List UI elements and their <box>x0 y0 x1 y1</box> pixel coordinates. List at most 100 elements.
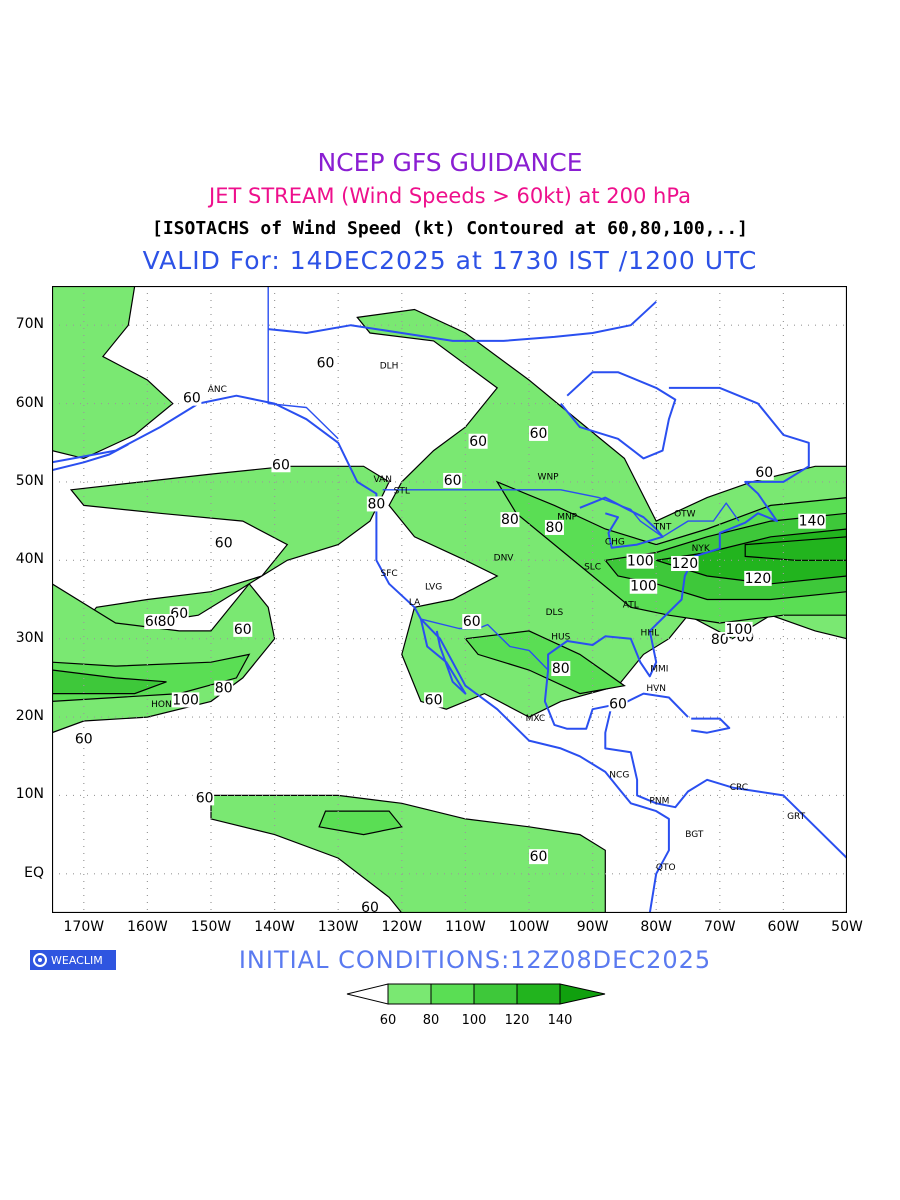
contour-label: 60 <box>215 536 233 552</box>
contour-label-bg <box>195 790 215 806</box>
x-tick-label: 50W <box>831 919 863 935</box>
contour-label: 60 <box>755 465 773 481</box>
legend-label: 140 <box>548 1013 573 1028</box>
jet-region-tropical-80 <box>318 810 403 836</box>
contour-label-bg <box>725 621 753 637</box>
x-tick-label: 120W <box>381 919 423 935</box>
contour-label-bg <box>182 390 202 406</box>
station-label: STL <box>394 487 410 497</box>
contour-label: 100 <box>172 692 199 708</box>
globe-icon <box>33 953 47 967</box>
contour-label: 60 <box>234 622 252 638</box>
contour-label-bg <box>74 731 94 747</box>
jet-region-tropical <box>210 794 606 913</box>
contour-label: 80 <box>546 520 564 536</box>
contour-label: 80 <box>501 512 519 528</box>
x-tick-label: 170W <box>63 919 105 935</box>
hudson-bay <box>560 371 677 460</box>
contour-label-bg <box>424 692 444 708</box>
station-label: CRC <box>730 783 748 793</box>
station-label: LA <box>409 598 421 608</box>
contour-label-bg <box>233 621 253 637</box>
y-tick-label: 60N <box>15 394 44 411</box>
legend-left-arrow <box>346 983 389 1005</box>
y-tick-label: 70N <box>15 316 44 333</box>
x-tick-label: 160W <box>127 919 168 935</box>
station-label: SFC <box>380 569 397 579</box>
legend-label: 100 <box>462 1013 487 1028</box>
initial-conditions: INITIAL CONDITIONS:12Z08DEC2025 <box>238 946 712 974</box>
legend-swatch <box>473 983 518 1005</box>
contour-label: 60 <box>425 692 443 708</box>
legend-swatch <box>516 983 561 1005</box>
station-label: DLH <box>380 361 399 371</box>
station-label: HON <box>151 700 172 710</box>
station-label: GRT <box>787 812 806 822</box>
map-frame <box>52 286 847 913</box>
contour-label-bg <box>315 355 335 371</box>
contour-label: 60 <box>469 434 487 450</box>
alaska-coast <box>52 394 670 913</box>
jet-region-na-140 <box>744 536 847 561</box>
y-tick-label: 10N <box>15 786 44 803</box>
contour-label-bg <box>366 496 386 512</box>
y-tick-label: 50N <box>15 472 44 489</box>
jet-region-subtropical-100 <box>52 669 167 695</box>
y-tick-label: EQ <box>24 864 44 881</box>
x-tick-label: 60W <box>767 919 800 935</box>
title-line1: NCEP GFS GUIDANCE <box>317 148 583 177</box>
contour-label-bg <box>214 680 234 696</box>
contour-label: 80 <box>711 632 729 648</box>
jet-region-gulf-80 <box>464 630 626 695</box>
contour-label-bg <box>529 425 549 441</box>
contour-label: 60 <box>75 732 93 748</box>
hispaniola <box>691 717 731 734</box>
station-label: BGT <box>685 830 704 840</box>
station-label: QTO <box>656 863 676 873</box>
contour-label: 100 <box>630 579 657 595</box>
contour-label-bg <box>544 519 564 535</box>
alaska-border <box>267 286 339 440</box>
x-tick-label: 70W <box>703 919 736 935</box>
station-label: NYK <box>692 544 711 554</box>
cuba <box>623 692 689 718</box>
contour-label-bg <box>754 465 774 481</box>
station-label: ANC <box>208 385 227 395</box>
contour-label-bg <box>443 472 463 488</box>
station-label: PNM <box>649 796 669 806</box>
x-tick-label: 110W <box>445 919 486 935</box>
station-label: CHG <box>605 538 625 548</box>
station-label: SLC <box>584 563 601 573</box>
station-label: HHL <box>641 629 660 639</box>
contour-label: 80 <box>552 661 570 677</box>
x-tick-label: 100W <box>508 919 550 935</box>
contour-label-bg <box>626 553 655 569</box>
contour-label-bg <box>214 535 234 551</box>
contour-label-bg <box>744 570 772 586</box>
contour-label: 100 <box>627 554 654 570</box>
station-label: OTW <box>674 509 696 519</box>
contour-label: 140 <box>799 514 826 530</box>
logo-text: WEACLIM <box>51 953 103 967</box>
aleutians <box>52 443 129 472</box>
contour-label: 80 <box>158 614 176 630</box>
arctic-coast <box>268 300 657 342</box>
jet-region-alaska <box>52 286 174 460</box>
contour-label: 60 <box>463 614 481 630</box>
title-valid-time: VALID For: 14DEC2025 at 1730 IST /1200 U… <box>142 246 758 275</box>
contour-label: 80 <box>215 681 233 697</box>
contour-label: 60 <box>272 457 290 473</box>
x-tick-label: 80W <box>640 919 673 935</box>
legend-swatch <box>430 983 475 1005</box>
contour-label-bg <box>710 632 730 648</box>
contour-label: 60 <box>196 790 214 806</box>
legend-label: 60 <box>380 1013 397 1028</box>
title-line3: [ISOTACHS of Wind Speed (kt) Contoured a… <box>151 218 749 239</box>
contour-label-bg <box>500 512 520 528</box>
x-tick-label: 140W <box>254 919 295 935</box>
station-label: TNT <box>653 523 672 533</box>
contour-label-bg <box>468 433 488 449</box>
contour-label-bg <box>798 513 826 529</box>
